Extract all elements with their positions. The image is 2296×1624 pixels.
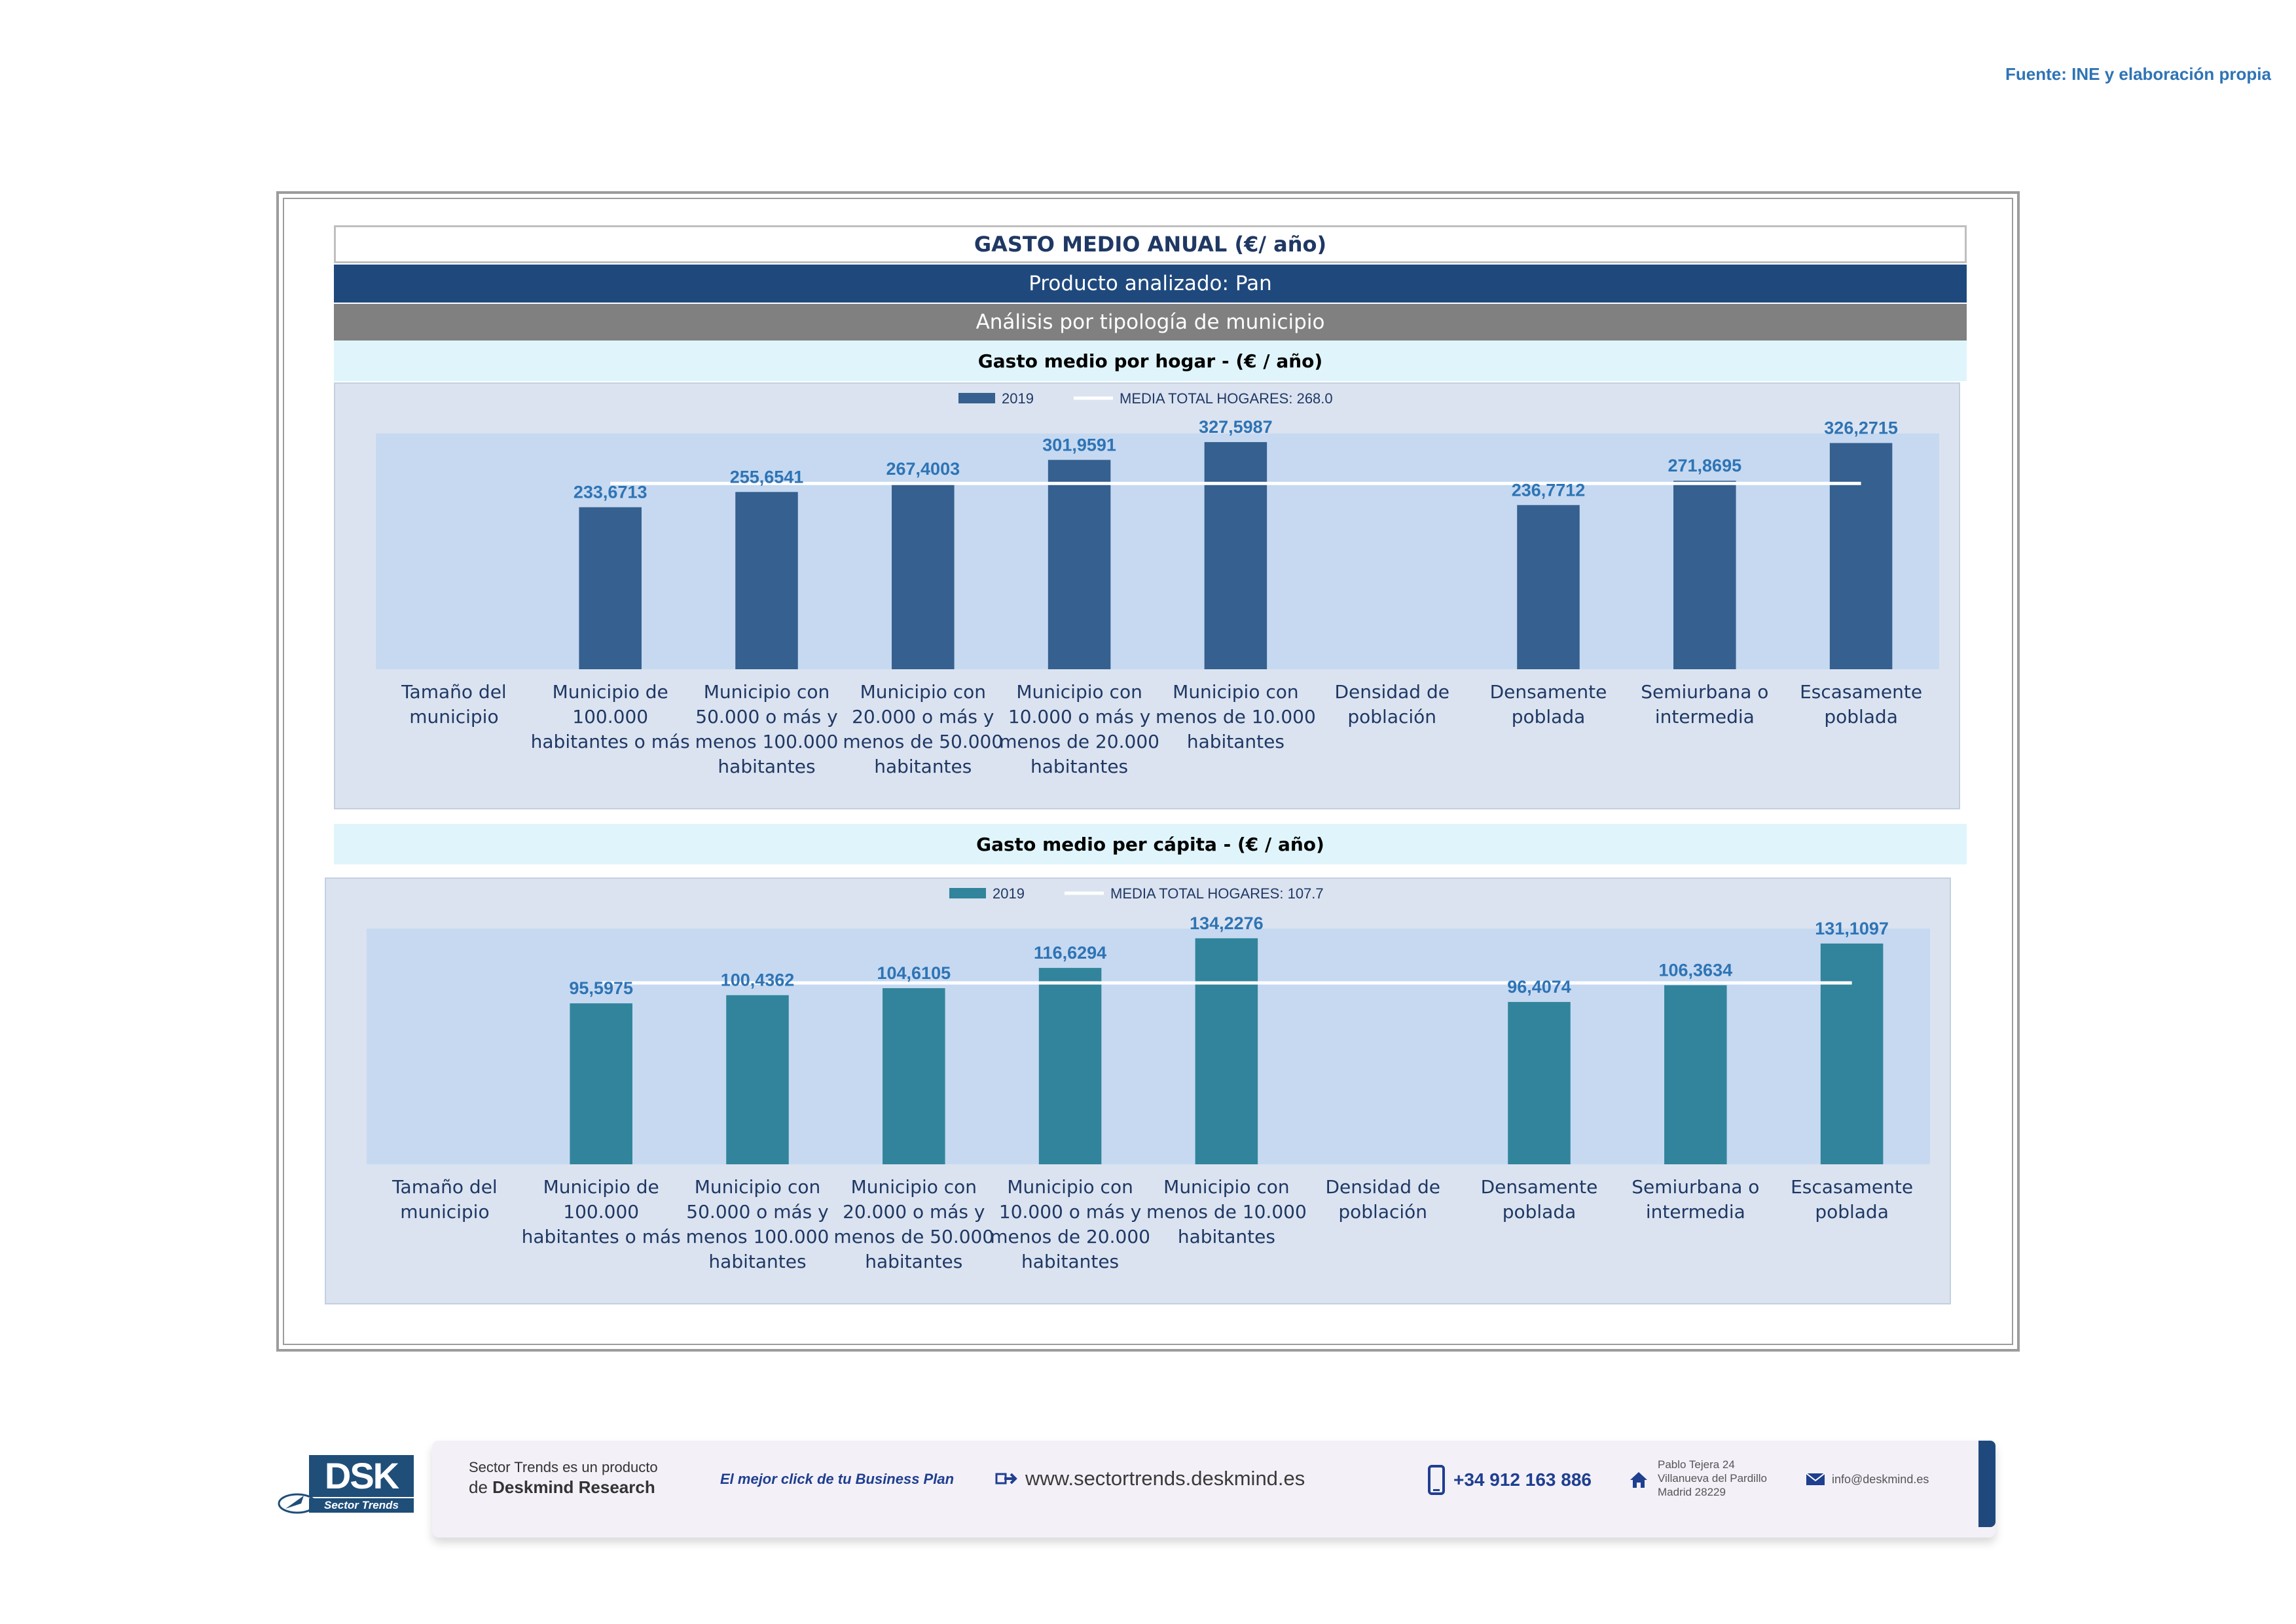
address-line-1: Pablo Tejera 24 (1658, 1458, 1735, 1471)
bar-9 (1829, 443, 1893, 669)
category-label-7: Densamente poblada (1490, 681, 1607, 728)
category-label-0: Tamaño del municipio (401, 681, 507, 728)
website-link[interactable]: www.sectortrends.deskmind.es (995, 1466, 1305, 1492)
product-line-2: de Deskmind Research (469, 1477, 655, 1498)
data-label-7: 96,4074 (1507, 977, 1571, 997)
data-label-9: 131,1097 (1815, 919, 1889, 938)
footer-accent (1978, 1441, 1995, 1527)
footer-banner: Sector Trends es un producto de Deskmind… (432, 1441, 1995, 1538)
product-line-1: Sector Trends es un producto (469, 1459, 658, 1475)
address-line-3: Madrid 28229 (1658, 1486, 1726, 1498)
bar-7 (1517, 505, 1580, 669)
data-label-2: 255,6541 (730, 467, 804, 487)
data-label-3: 267,4003 (886, 459, 960, 479)
bar-7 (1508, 1002, 1571, 1164)
chart-capita: 2019 MEDIA TOTAL HOGARES: 107.7 95,5975 100… (325, 877, 1951, 1304)
legend: 2019 MEDIA TOTAL HOGARES: 107.7 (949, 885, 1324, 902)
mail-icon (1806, 1473, 1825, 1485)
bar-8 (1664, 985, 1727, 1164)
legend-series-label: 2019 (993, 885, 1025, 902)
analysis-band: Análisis por tipología de municipio (334, 304, 1967, 341)
category-label-4: Municipio con 10.000 o más y menos de 20.0… (990, 1176, 1150, 1272)
report-frame (276, 191, 2020, 1352)
category-label-2: Municipio con 50.000 o más y menos 100.000… (686, 1176, 829, 1272)
slogan: El mejor click de tu Business Plan (720, 1471, 955, 1487)
phone-icon (1428, 1465, 1445, 1495)
legend-average-label: MEDIA TOTAL HOGARES: 268.0 (1120, 390, 1333, 407)
category-label-1: Municipio de 100.000 habitantes o más (531, 681, 690, 752)
category-label-3: Municipio con 20.000 o más y menos de 50.0… (843, 681, 1003, 777)
data-label-4: 301,9591 (1042, 435, 1116, 454)
category-label-6: Densidad de población (1325, 1176, 1440, 1223)
bar-3 (892, 483, 955, 669)
legend-average-label: MEDIA TOTAL HOGARES: 107.7 (1110, 885, 1324, 902)
bar-4 (1038, 968, 1102, 1164)
phone-number: +34 912 163 886 (1453, 1469, 1592, 1490)
report-frame-inner (283, 198, 2013, 1345)
email[interactable]: info@deskmind.es (1806, 1469, 1929, 1489)
email-address: info@deskmind.es (1832, 1472, 1929, 1486)
phone[interactable]: +34 912 163 886 (1427, 1462, 1592, 1498)
dsk-logo[interactable]: DSK Sector Trends (278, 1455, 415, 1515)
bar-2 (735, 492, 798, 669)
category-label-3: Municipio con 20.000 o más y menos de 50.0… (833, 1176, 994, 1272)
website-text: www.sectortrends.deskmind.es (1025, 1467, 1305, 1490)
legend-swatch-series (958, 393, 995, 403)
product-line-2-prefix: de (469, 1477, 493, 1497)
category-label-2: Municipio con 50.000 o más y menos 100.000… (695, 681, 839, 777)
bar-1 (570, 1003, 632, 1164)
data-label-8: 106,3634 (1658, 960, 1732, 980)
data-label-2: 100,4362 (721, 970, 795, 990)
data-label-1: 95,5975 (569, 978, 633, 998)
logo-subtext: Sector Trends (309, 1498, 414, 1513)
data-label-5: 327,5987 (1199, 417, 1273, 437)
chart-title-capita: Gasto medio per cápita - (€ / año) (334, 824, 1967, 864)
data-label-4: 116,6294 (1034, 943, 1106, 963)
bar-5 (1195, 938, 1258, 1164)
legend-series-label: 2019 (1002, 390, 1034, 407)
address: Pablo Tejera 24 Villanueva del Pardillo … (1658, 1458, 1767, 1499)
data-label-5: 134,2276 (1190, 913, 1264, 933)
category-label-4: Municipio con 10.000 o más y menos de 20.0… (999, 681, 1159, 777)
bar-2 (726, 995, 789, 1164)
bar-3 (883, 988, 945, 1164)
data-label-9: 326,2715 (1824, 418, 1898, 438)
address-line-2: Villanueva del Pardillo (1658, 1472, 1767, 1485)
category-label-5: Municipio con menos de 10.000 habitantes (1146, 1176, 1307, 1247)
category-label-8: Semiurbana o intermedia (1631, 1176, 1759, 1223)
category-label-9: Escasamente poblada (1791, 1176, 1913, 1223)
data-label-7: 236,7712 (1512, 480, 1586, 500)
category-label-5: Municipio con menos de 10.000 habitantes (1156, 681, 1316, 752)
data-label-3: 104,6105 (877, 963, 951, 983)
bar-5 (1204, 442, 1267, 669)
category-label-1: Municipio de 100.000 habitantes o más (522, 1176, 681, 1247)
data-label-1: 233,6713 (574, 483, 647, 502)
bar-1 (579, 507, 642, 669)
chart-hogar: 2019 MEDIA TOTAL HOGARES: 268.0 233,6713 25… (334, 382, 1960, 809)
category-label-6: Densidad de población (1334, 681, 1449, 728)
bar-8 (1673, 481, 1736, 669)
category-label-9: Escasamente poblada (1800, 681, 1922, 728)
legend-swatch-series (949, 888, 986, 898)
category-label-0: Tamaño del municipio (392, 1176, 498, 1223)
bar-4 (1048, 460, 1111, 669)
legend: 2019 MEDIA TOTAL HOGARES: 268.0 (958, 390, 1333, 407)
data-label-8: 271,8695 (1667, 456, 1741, 475)
brand-name: Deskmind Research (492, 1477, 655, 1497)
source-note: Fuente: INE y elaboración propia (2005, 64, 2271, 84)
bar-9 (1820, 943, 1884, 1164)
chart-hogar-svg: 2019 MEDIA TOTAL HOGARES: 268.0 233,6713 25… (376, 390, 1939, 777)
category-label-8: Semiurbana o intermedia (1641, 681, 1768, 728)
home-icon (1630, 1472, 1647, 1488)
chart-title-hogar: Gasto medio por hogar - (€ / año) (334, 341, 1967, 381)
arrow-link-icon (995, 1473, 1017, 1485)
logo-text: DSK (309, 1455, 414, 1497)
report-title: GASTO MEDIO ANUAL (€/ año) (334, 225, 1967, 263)
category-label-7: Densamente poblada (1481, 1176, 1598, 1223)
chart-capita-svg: 2019 MEDIA TOTAL HOGARES: 107.7 95,5975 100… (367, 885, 1930, 1272)
product-band: Producto analizado: Pan (334, 265, 1967, 303)
